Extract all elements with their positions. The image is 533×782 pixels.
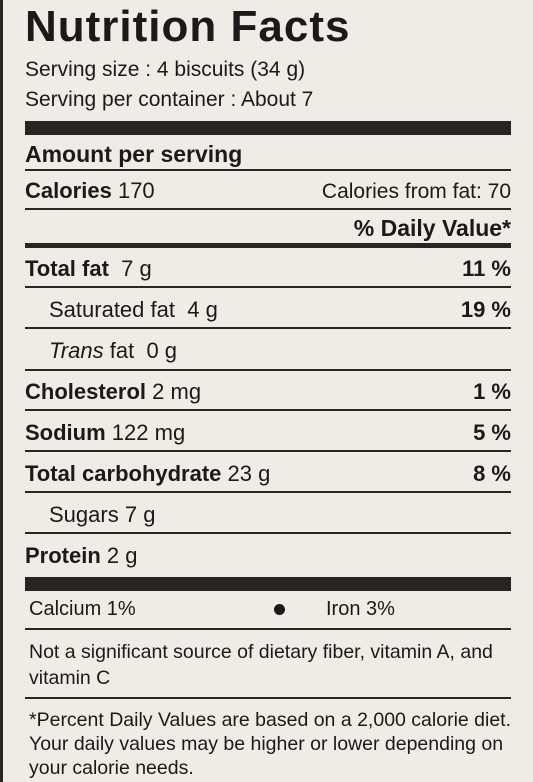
nutrient-row-total-fat: Total fat 7 g 11 % xyxy=(25,246,511,286)
bullet-icon xyxy=(274,604,285,615)
nutrient-amount: 7 g xyxy=(124,502,156,527)
nutrient-row-protein: Protein 2 g xyxy=(25,533,511,573)
nutrient-label: Total carbohydrate xyxy=(25,461,222,486)
nutrient-label: Saturated fat xyxy=(49,297,175,322)
nutrient-row-sugars: Sugars 7 g xyxy=(25,492,511,532)
divider xyxy=(25,409,511,411)
nutrient-row-total-carbohydrate: Total carbohydrate 23 g 8 % xyxy=(25,451,511,491)
note-line-1: Not a significant source of dietary fibe… xyxy=(29,641,493,663)
label-title: Nutrition Facts xyxy=(25,2,351,51)
divider xyxy=(25,169,511,171)
nutrient-dv: 5 % xyxy=(473,420,511,445)
nutrient-amount: 2 g xyxy=(106,543,138,568)
servings-per-container: Serving per container : About 7 xyxy=(25,88,314,111)
nutrient-row-sodium: Sodium 122 mg 5 % xyxy=(25,410,511,450)
divider xyxy=(25,327,511,329)
nutrient-amount: 23 g xyxy=(227,461,271,486)
nutrient-label: Sugars xyxy=(49,502,119,527)
nutrient-amount: 122 mg xyxy=(111,420,186,445)
calories-from-fat: Calories from fat: 70 xyxy=(321,180,511,203)
nutrient-amount: 7 g xyxy=(121,256,152,281)
nutrient-dv: 8 % xyxy=(473,461,511,486)
serving-size: Serving size : 4 biscuits (34 g) xyxy=(25,58,306,81)
calories-row: Calories 170 Calories from fat: 70 xyxy=(25,168,511,208)
daily-value-header-row: % Daily Value* xyxy=(25,206,511,246)
divider xyxy=(25,208,511,210)
nutrient-label: Protein xyxy=(25,543,101,568)
nutrient-label: Total fat xyxy=(25,256,109,281)
nutrient-amount: 4 g xyxy=(187,297,218,322)
calcium-value: Calcium 1% xyxy=(29,598,136,620)
calories-label: Calories xyxy=(25,178,112,203)
nutrient-dv: 11 % xyxy=(462,256,511,281)
nutrient-amount: 2 mg xyxy=(152,379,202,404)
calories-value: 170 xyxy=(117,178,155,203)
nutrient-dv: 19 % xyxy=(460,297,511,322)
nutrient-dv: 1 % xyxy=(473,379,511,404)
divider xyxy=(25,369,511,371)
divider xyxy=(25,491,511,493)
divider xyxy=(25,697,511,699)
thick-divider xyxy=(25,121,511,135)
daily-value-header: % Daily Value* xyxy=(353,215,511,241)
nutrient-label-rest: fat xyxy=(109,338,135,363)
divider xyxy=(25,628,511,630)
nutrient-row-saturated-fat: Saturated fat 4 g 19 % xyxy=(25,287,511,327)
nutrient-row-trans-fat: Trans fat 0 g xyxy=(25,328,511,368)
nutrient-label: Trans xyxy=(49,338,104,363)
footnote-line-1: *Percent Daily Values are based on a 2,0… xyxy=(29,709,512,731)
nutrient-label: Sodium xyxy=(25,420,106,445)
divider xyxy=(25,532,511,534)
divider xyxy=(25,286,511,288)
amount-per-serving: Amount per serving xyxy=(25,141,243,167)
nutrient-label: Cholesterol xyxy=(25,379,147,404)
divider xyxy=(25,450,511,452)
footnote-line-3: your calorie needs. xyxy=(29,757,194,779)
note-line-2: vitamin C xyxy=(29,667,111,689)
nutrient-row-cholesterol: Cholesterol 2 mg 1 % xyxy=(25,369,511,409)
nutrient-amount: 0 g xyxy=(146,338,178,363)
iron-value: Iron 3% xyxy=(326,598,395,620)
footnote-line-2: Your daily values may be higher or lower… xyxy=(29,733,504,755)
thick-divider xyxy=(25,577,511,591)
divider xyxy=(25,243,511,248)
